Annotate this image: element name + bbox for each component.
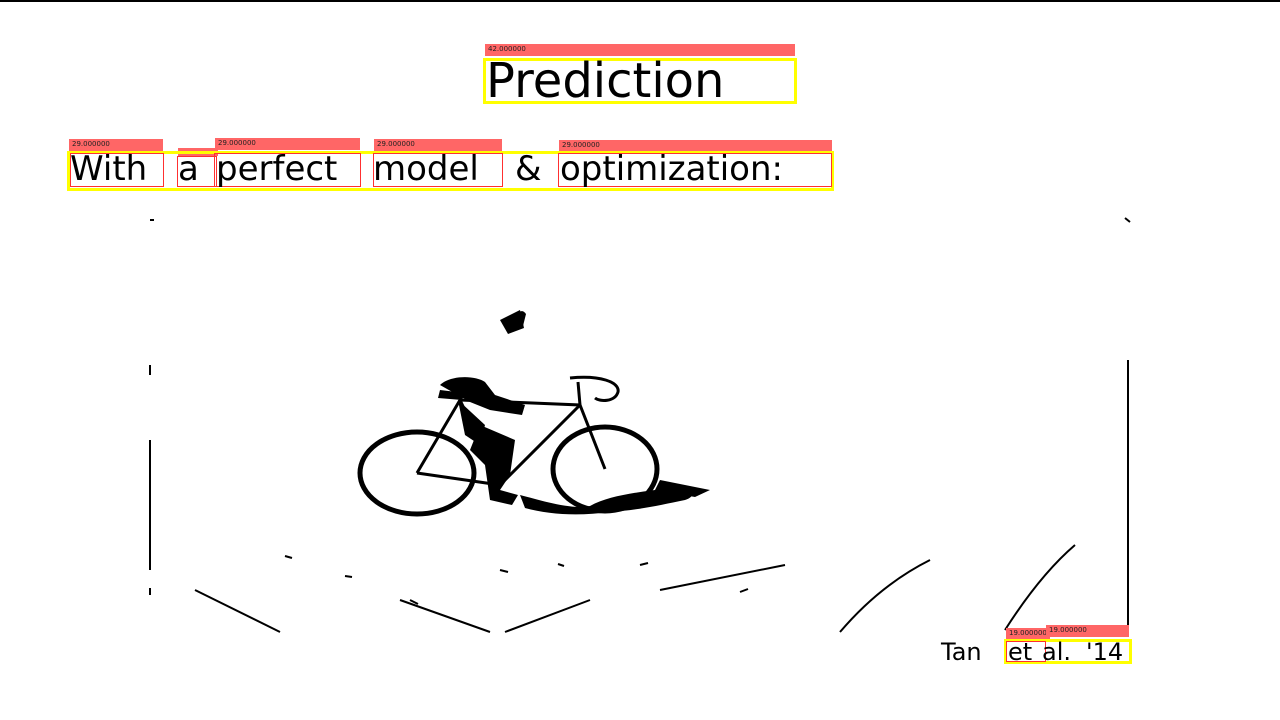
- subtitle-score-label-4: 29.000000: [377, 140, 415, 148]
- subtitle-score-label-1: 29.000000: [72, 140, 110, 148]
- citation-score-label-2: 19.000000: [1049, 626, 1087, 634]
- subtitle-score-bar-1: 29.000000: [69, 139, 163, 151]
- word-box-with: [70, 153, 164, 187]
- subtitle-score-bar-4: 29.000000: [374, 139, 502, 151]
- word-box-optimization: [558, 153, 832, 187]
- rider-silhouette: [438, 310, 526, 505]
- subtitle-word-perfect: perfect: [216, 149, 338, 189]
- citation-word-al: al.: [1042, 638, 1072, 666]
- citation-word-et: et: [1008, 638, 1033, 666]
- subtitle-word-a: a: [178, 149, 199, 189]
- cyclist-silhouette-icon: [149, 217, 1131, 633]
- subtitle-score-bar-3: 29.000000: [215, 138, 360, 150]
- word-box-model: [373, 153, 503, 187]
- citation-score-bar-2: 19.000000: [1046, 625, 1129, 637]
- subtitle-word-ampersand: &: [515, 149, 542, 189]
- subtitle-score-label-5: 29.000000: [562, 141, 600, 149]
- citation-box: [1004, 639, 1132, 664]
- top-border-line: [0, 0, 1280, 2]
- word-box-a: [177, 156, 217, 187]
- word-box-et: [1006, 641, 1046, 662]
- subtitle-score-label-3: 29.000000: [218, 139, 256, 147]
- title-score-label: 42.000000: [488, 45, 526, 53]
- title-box: [483, 58, 797, 104]
- ground-shadow: [520, 480, 710, 515]
- subtitle-word-with: With: [70, 149, 148, 189]
- citation-word-year: '14: [1086, 638, 1124, 666]
- subtitle-word-optimization: optimization:: [560, 149, 783, 189]
- subtitle-word-model: model: [373, 149, 479, 189]
- subtitle-score-bar-5: 29.000000: [559, 140, 832, 152]
- subtitle-box: [67, 151, 834, 191]
- figure-frame: [149, 217, 1131, 633]
- slide-title: Prediction: [486, 53, 725, 109]
- citation-word-tan: Tan: [941, 638, 982, 666]
- citation-score-bar-1: 19.000000: [1006, 628, 1050, 640]
- citation-score-label-1: 19.000000: [1009, 629, 1047, 637]
- title-score-bar: 42.000000: [485, 44, 795, 56]
- word-box-perfect: [214, 153, 361, 187]
